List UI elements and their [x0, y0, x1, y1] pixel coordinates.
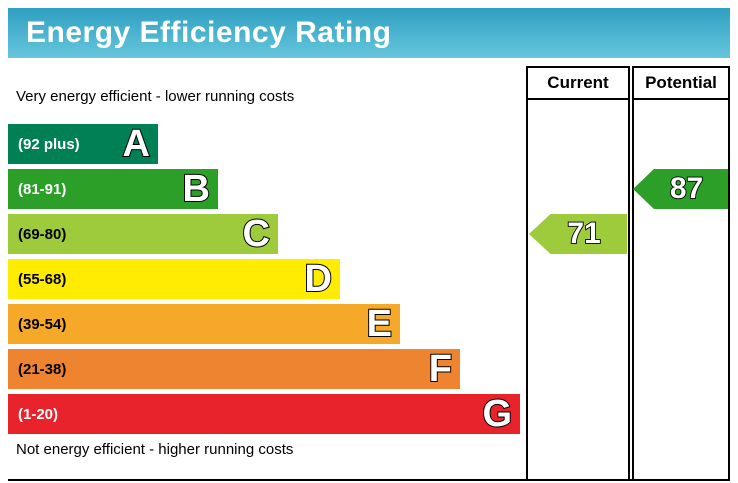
band-row: (21-38) F [8, 348, 528, 390]
current-column: Current [526, 66, 630, 481]
band-f-letter: F [428, 348, 453, 390]
current-column-header: Current [528, 68, 628, 100]
band-e-range: (39-54) [18, 315, 67, 333]
title-bar: Energy Efficiency Rating [8, 8, 730, 58]
potential-column-header: Potential [634, 68, 728, 100]
bottom-note: Not energy efficient - higher running co… [16, 441, 294, 458]
band-f-bar: (21-38) F [8, 348, 460, 390]
current-rating-arrow: 71 [529, 214, 627, 254]
band-e-bar: (39-54) E [8, 303, 400, 345]
band-d-bar: (55-68) D [8, 258, 340, 300]
potential-column: Potential [632, 66, 730, 481]
band-row: (1-20) G [8, 393, 528, 435]
band-b-bar: (81-91) B [8, 168, 218, 210]
rating-bands: (92 plus) A (81-91) B (69-80) C (55-68) … [8, 123, 528, 439]
band-c-bar: (69-80) C [8, 213, 278, 255]
potential-rating-value: 87 [669, 171, 704, 206]
band-d-letter: D [304, 258, 333, 300]
band-c-range: (69-80) [18, 225, 67, 243]
band-row: (81-91) B [8, 168, 528, 210]
potential-rating-arrow: 87 [633, 169, 728, 209]
band-d-range: (55-68) [18, 270, 67, 288]
band-row: (69-80) C [8, 213, 528, 255]
band-g-range: (1-20) [18, 405, 59, 423]
band-row: (39-54) E [8, 303, 528, 345]
band-g-bar: (1-20) G [8, 393, 520, 435]
band-a-letter: A [122, 123, 151, 165]
band-c-letter: C [242, 213, 271, 255]
band-g-letter: G [481, 393, 513, 435]
band-f-range: (21-38) [18, 360, 67, 378]
band-row: (92 plus) A [8, 123, 528, 165]
band-a-range: (92 plus) [18, 135, 80, 153]
band-b-range: (81-91) [18, 180, 67, 198]
band-row: (55-68) D [8, 258, 528, 300]
band-e-letter: E [366, 303, 393, 345]
band-a-bar: (92 plus) A [8, 123, 158, 165]
band-b-letter: B [182, 168, 211, 210]
top-note: Very energy efficient - lower running co… [16, 88, 295, 105]
current-rating-value: 71 [566, 216, 601, 251]
page-title: Energy Efficiency Rating [26, 16, 392, 49]
chart-bottom-border [8, 479, 730, 481]
